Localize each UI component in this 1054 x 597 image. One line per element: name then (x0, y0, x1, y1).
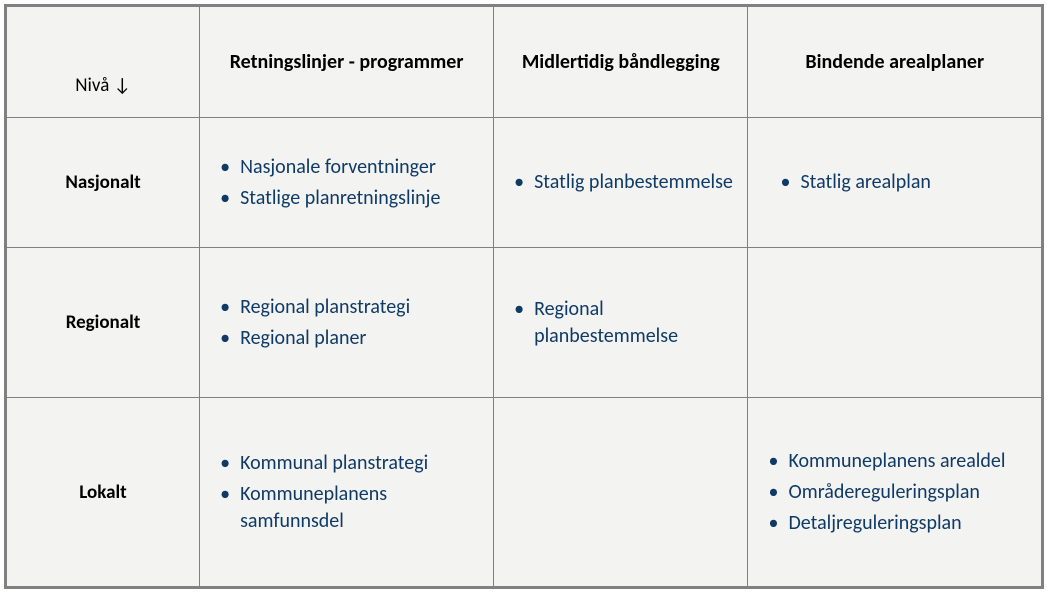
list-item: Regional planstrategi (218, 294, 479, 321)
row-label-1: Regionalt (6, 248, 200, 398)
cell-1-0: Regional planstrategi Regional planer (200, 248, 494, 398)
list-item: Kommuneplanens samfunnsdel (218, 481, 479, 535)
table-row: Lokalt Kommunal planstrategi Kommuneplan… (6, 398, 1043, 588)
cell-2-1 (494, 398, 748, 588)
col-header-1: Midlertidig båndlegging (494, 6, 748, 118)
col-header-0: Retningslinjer - programmer (200, 6, 494, 118)
cell-0-0: Nasjonale forventninger Statlige planret… (200, 118, 494, 248)
list-item: Kommuneplanens arealdel (766, 448, 1027, 475)
item-list: Statlig arealplan (766, 169, 1027, 196)
cell-1-2 (748, 248, 1043, 398)
item-list: Nasjonale forventninger Statlige planret… (218, 154, 479, 212)
row-label-0: Nasjonalt (6, 118, 200, 248)
item-list: Regional planstrategi Regional planer (218, 294, 479, 352)
item-list: Kommunal planstrategi Kommuneplanens sam… (218, 450, 479, 535)
item-list: Regional planbestemmelse (512, 296, 733, 350)
cell-0-2: Statlig arealplan (748, 118, 1043, 248)
cell-2-2: Kommuneplanens arealdel Områderegulering… (748, 398, 1043, 588)
cell-2-0: Kommunal planstrategi Kommuneplanens sam… (200, 398, 494, 588)
table-row: Regionalt Regional planstrategi Regional… (6, 248, 1043, 398)
col-header-2: Bindende arealplaner (748, 6, 1043, 118)
list-item: Områdereguleringsplan (766, 479, 1027, 506)
table-header-row: Nivå ↓ Retningslinjer - programmer Midle… (6, 6, 1043, 118)
list-item: Nasjonale forventninger (218, 154, 479, 181)
list-item: Statlig planbestemmelse (512, 169, 733, 196)
item-list: Statlig planbestemmelse (512, 169, 733, 196)
list-item: Detaljreguleringsplan (766, 510, 1027, 537)
corner-label: Nivå ↓ (6, 6, 200, 118)
list-item: Statlig arealplan (778, 169, 1027, 196)
list-item: Statlige planretningslinje (218, 185, 479, 212)
list-item: Regional planer (218, 325, 479, 352)
cell-1-1: Regional planbestemmelse (494, 248, 748, 398)
plan-matrix-table: Nivå ↓ Retningslinjer - programmer Midle… (4, 4, 1044, 589)
page-container: Nivå ↓ Retningslinjer - programmer Midle… (0, 0, 1054, 597)
list-item: Regional planbestemmelse (512, 296, 733, 350)
list-item: Kommunal planstrategi (218, 450, 479, 477)
item-list: Kommuneplanens arealdel Områderegulering… (766, 448, 1027, 537)
row-label-2: Lokalt (6, 398, 200, 588)
cell-0-1: Statlig planbestemmelse (494, 118, 748, 248)
table-row: Nasjonalt Nasjonale forventninger Statli… (6, 118, 1043, 248)
